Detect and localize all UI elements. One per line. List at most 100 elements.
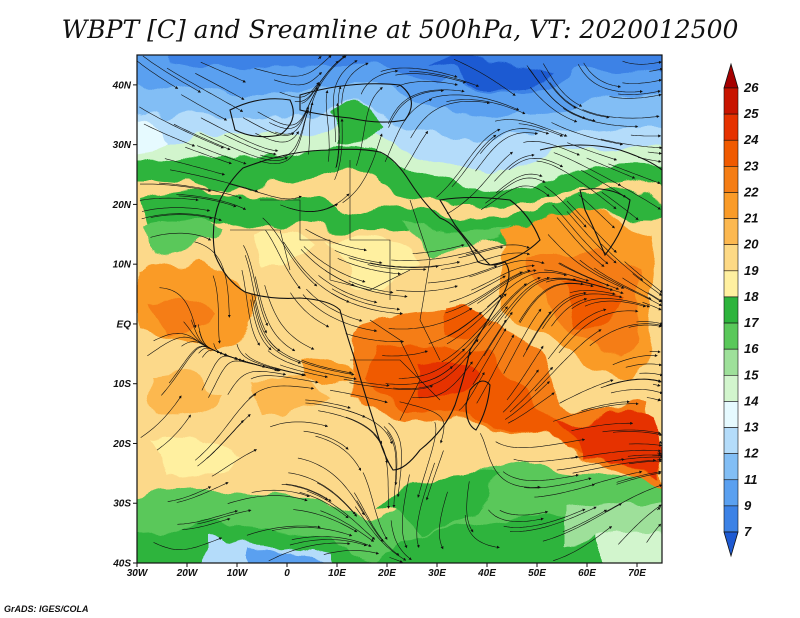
streamline	[602, 429, 662, 435]
streamline	[627, 453, 662, 457]
streamline	[279, 364, 329, 379]
streamline	[458, 371, 485, 411]
streamline	[341, 62, 369, 105]
wbpt-field	[137, 55, 662, 563]
streamline	[469, 260, 545, 278]
streamline	[398, 348, 466, 379]
colorbar-swatch	[723, 139, 739, 167]
streamline	[612, 354, 658, 365]
streamline	[250, 299, 272, 351]
streamline	[563, 108, 639, 129]
streamline	[425, 450, 444, 501]
streamline	[291, 536, 372, 547]
streamline	[577, 64, 643, 94]
colorbar: 26 25 24 23 22 21 20 19 18 17 16 15 14 13 12 11 9 7	[723, 62, 759, 558]
streamline	[245, 353, 307, 377]
streamline	[177, 510, 239, 525]
streamline	[362, 472, 388, 540]
colorbar-label: 22	[743, 184, 759, 199]
streamline	[176, 482, 229, 503]
streamline	[606, 378, 662, 386]
streamline	[331, 288, 401, 311]
streamline	[556, 217, 605, 267]
streamline	[302, 294, 378, 333]
streamline	[199, 132, 289, 161]
streamline	[534, 329, 602, 392]
streamline	[544, 186, 587, 228]
streamline	[523, 477, 592, 489]
streamline	[646, 523, 662, 543]
streamline	[610, 389, 662, 395]
streamline	[206, 413, 251, 459]
streamline	[546, 279, 614, 291]
streamline	[509, 366, 554, 413]
streamline	[600, 379, 662, 389]
streamline	[348, 257, 439, 268]
streamline	[551, 122, 624, 146]
lon-tick-label: 70E	[628, 568, 646, 579]
streamline	[480, 185, 550, 211]
streamline	[229, 183, 302, 200]
streamline	[150, 232, 212, 241]
streamline	[254, 55, 332, 77]
streamline	[384, 98, 433, 163]
colorbar-max-arrow	[723, 62, 739, 89]
streamline	[293, 509, 358, 533]
streamline	[477, 269, 537, 304]
streamline	[542, 293, 623, 329]
streamline	[334, 118, 344, 180]
streamline	[416, 462, 435, 549]
streamline	[625, 363, 662, 368]
streamline	[581, 400, 630, 411]
lon-tick-label: 20W	[176, 568, 199, 579]
streamline	[334, 250, 383, 265]
streamline	[496, 276, 550, 324]
colorbar-swatch	[723, 427, 739, 454]
streamline	[628, 459, 662, 465]
streamline	[567, 142, 618, 161]
streamline	[251, 294, 302, 364]
streamline	[522, 291, 587, 357]
streamline	[333, 60, 358, 143]
streamline	[494, 153, 535, 182]
streamline	[453, 59, 516, 96]
streamline	[330, 389, 388, 404]
streamline	[178, 195, 237, 208]
lon-tick-label: 60E	[578, 568, 596, 579]
streamline	[446, 99, 526, 115]
streamline	[267, 350, 357, 381]
streamline	[553, 402, 639, 422]
streamline	[140, 183, 212, 192]
streamline	[395, 73, 467, 84]
streamline	[211, 449, 258, 477]
colorbar-label: 12	[744, 446, 759, 461]
streamline	[586, 157, 636, 179]
streamline	[257, 87, 319, 126]
streamline	[289, 539, 368, 547]
streamline	[502, 471, 579, 481]
streamline	[380, 67, 458, 78]
streamline	[502, 369, 539, 413]
colorbar-label: 26	[743, 80, 759, 95]
streamline	[306, 288, 363, 322]
streamline	[472, 328, 507, 385]
streamline	[559, 379, 614, 404]
streamline	[467, 306, 508, 358]
streamline	[616, 470, 662, 483]
streamline	[305, 228, 367, 252]
streamline	[399, 401, 445, 444]
streamline	[589, 323, 662, 346]
streamline	[318, 275, 378, 304]
colorbar-swatch	[723, 218, 739, 246]
colorbar-label: 11	[744, 472, 758, 487]
lat-tick-label: 40S	[112, 559, 131, 570]
colorbar-label: 24	[743, 132, 759, 147]
map-title: WBPT [C] and Sreamline at 500hPa, VT: 20…	[62, 15, 739, 44]
streamline	[336, 85, 342, 168]
streamline	[367, 264, 427, 271]
streamline	[227, 370, 287, 395]
streamline	[181, 94, 228, 121]
streamline	[480, 128, 550, 154]
